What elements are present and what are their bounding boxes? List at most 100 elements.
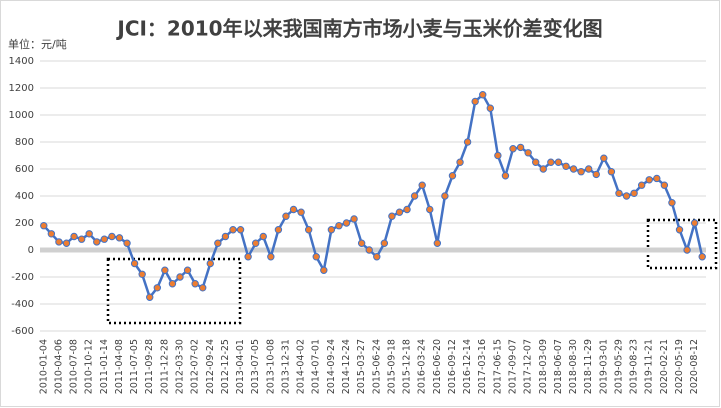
point-marker [206, 259, 214, 268]
x-tick-label: 2020-05-19 [674, 339, 685, 394]
point-marker [479, 91, 487, 99]
point-marker [494, 151, 502, 160]
x-tick-label: 2014-09-24 [326, 339, 337, 394]
x-tick-label: 2010-07-08 [69, 339, 80, 394]
point-marker [267, 253, 275, 261]
y-tick-label: -400 [11, 299, 34, 310]
point-marker [441, 192, 449, 200]
x-tick-label: 2013-04-01 [235, 339, 246, 394]
point-marker [433, 239, 442, 247]
x-tick-label: 2010-10-12 [84, 339, 95, 394]
point-marker [501, 172, 510, 180]
point-marker [123, 239, 131, 247]
x-tick-label: 2019-03-01 [598, 339, 609, 394]
x-tick-label: 2019-11-21 [644, 339, 655, 394]
point-marker [312, 253, 320, 261]
point-marker [55, 238, 63, 246]
x-tick-label: 2015-06-24 [371, 339, 382, 394]
point-marker [516, 143, 525, 152]
y-tick-label: 800 [15, 137, 34, 148]
point-marker [304, 226, 313, 234]
point-marker [100, 235, 109, 243]
y-tick-label: -200 [11, 272, 34, 283]
point-marker [637, 181, 646, 189]
point-marker [418, 181, 426, 189]
x-tick-label: 2017-12-07 [523, 339, 534, 394]
point-marker [93, 238, 101, 246]
point-marker [176, 273, 184, 281]
point-marker [524, 149, 532, 157]
point-marker [327, 226, 336, 234]
point-marker [471, 97, 479, 106]
point-marker [229, 226, 237, 234]
x-tick-label: 2015-12-18 [402, 339, 413, 394]
x-tick-label: 2016-09-12 [447, 339, 458, 394]
point-marker [40, 222, 48, 230]
point-marker [698, 253, 706, 261]
x-tick-label: 2011-01-14 [99, 339, 110, 394]
x-tick-label: 2015-09-18 [386, 339, 397, 394]
x-tick-label: 2015-03-27 [356, 339, 367, 394]
x-tick-label: 2016-03-24 [417, 339, 428, 394]
point-marker [630, 189, 638, 198]
point-marker [289, 205, 298, 214]
point-marker [532, 158, 540, 166]
point-marker [342, 219, 351, 227]
y-axis-label: 单位：元/吨 [8, 37, 67, 51]
point-marker [259, 232, 267, 241]
point-marker [554, 158, 563, 166]
point-marker [410, 192, 419, 200]
x-tick-label: 2017-09-07 [508, 339, 519, 394]
point-marker [47, 230, 56, 238]
point-marker [335, 222, 343, 230]
point-marker [380, 239, 389, 247]
point-marker [577, 168, 585, 176]
point-marker [448, 172, 457, 180]
x-tick-label: 2018-11-29 [583, 339, 594, 394]
highlight-box [646, 218, 718, 270]
point-marker [456, 158, 464, 166]
point-marker [130, 259, 139, 268]
point-marker [282, 212, 290, 220]
point-marker [615, 189, 623, 198]
chart-title: JCI：2010年以来我国南方市场小麦与玉米价差变化图 [115, 17, 602, 41]
point-marker [547, 158, 555, 166]
x-tick-label: 2016-12-14 [462, 339, 473, 394]
point-marker [668, 199, 676, 207]
point-marker [645, 176, 653, 184]
x-tick-label: 2013-12-31 [280, 339, 291, 394]
x-tick-label: 2016-06-20 [432, 339, 443, 394]
point-marker [403, 205, 411, 214]
point-marker [320, 266, 328, 274]
point-marker [509, 145, 517, 153]
point-marker [183, 266, 192, 274]
point-marker [108, 232, 116, 241]
point-marker [138, 270, 146, 278]
x-tick-label: 2018-08-30 [568, 339, 579, 394]
x-tick-label: 2012-03-30 [175, 339, 186, 394]
point-marker [395, 208, 404, 216]
x-tick-label: 2020-08-12 [689, 339, 700, 394]
x-tick-label: 2017-03-16 [477, 339, 488, 394]
y-tick-label: 1400 [9, 56, 34, 67]
point-marker [426, 205, 434, 214]
x-tick-label: 2018-03-09 [538, 339, 549, 394]
point-marker [161, 266, 169, 274]
point-marker [221, 232, 230, 241]
point-marker [388, 212, 396, 220]
point-marker [539, 165, 547, 173]
point-marker [274, 226, 283, 234]
point-marker [168, 280, 177, 288]
x-tick-label: 2018-06-07 [553, 339, 564, 394]
point-marker [85, 230, 93, 238]
x-tick-label: 2019-05-29 [613, 339, 624, 394]
point-marker [675, 226, 684, 234]
point-marker [569, 165, 578, 173]
point-marker [62, 239, 71, 247]
point-marker [153, 284, 162, 292]
y-tick-label: 0 [28, 245, 34, 256]
x-tick-label: 2010-01-04 [38, 339, 49, 394]
point-marker [146, 293, 154, 301]
point-marker [297, 208, 305, 216]
